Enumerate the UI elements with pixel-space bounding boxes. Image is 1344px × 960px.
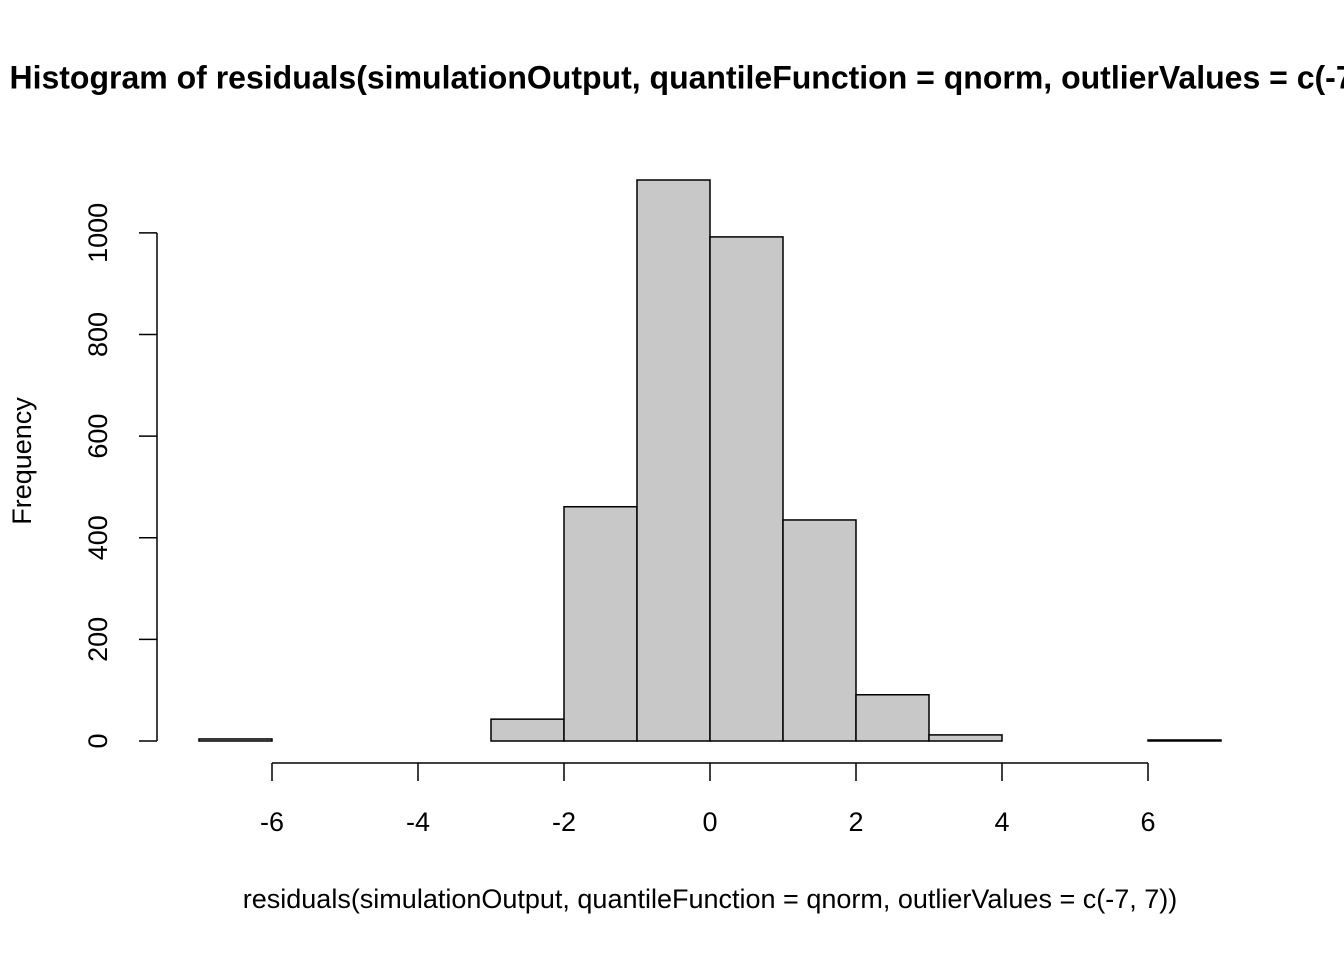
- bar: [490, 718, 565, 742]
- y-tick-label: 400: [83, 515, 113, 560]
- x-tick-label: 4: [994, 807, 1009, 837]
- x-tick-label: -4: [406, 807, 430, 837]
- y-tick-label: 600: [83, 414, 113, 459]
- bar: [928, 734, 1003, 742]
- bar: [782, 519, 857, 742]
- x-tick-label: 2: [848, 807, 863, 837]
- bar: [198, 738, 273, 742]
- y-tick-label: 0: [83, 733, 113, 748]
- x-tick-label: 0: [702, 807, 717, 837]
- bar: [1147, 739, 1222, 742]
- y-tick-label: 1000: [83, 203, 113, 263]
- x-tick-label: -6: [260, 807, 284, 837]
- bar: [563, 505, 638, 742]
- bar: [855, 694, 930, 742]
- chart-title: Histogram of residuals(simulationOutput,…: [9, 59, 1344, 95]
- y-axis-label: Frequency: [7, 397, 37, 525]
- x-axis-label: residuals(simulationOutput, quantileFunc…: [243, 884, 1177, 914]
- bar: [709, 236, 784, 742]
- x-tick-label: 6: [1140, 807, 1155, 837]
- x-tick-label: -2: [552, 807, 576, 837]
- bar: [636, 179, 711, 742]
- y-tick-label: 200: [83, 617, 113, 662]
- y-tick-label: 800: [83, 312, 113, 357]
